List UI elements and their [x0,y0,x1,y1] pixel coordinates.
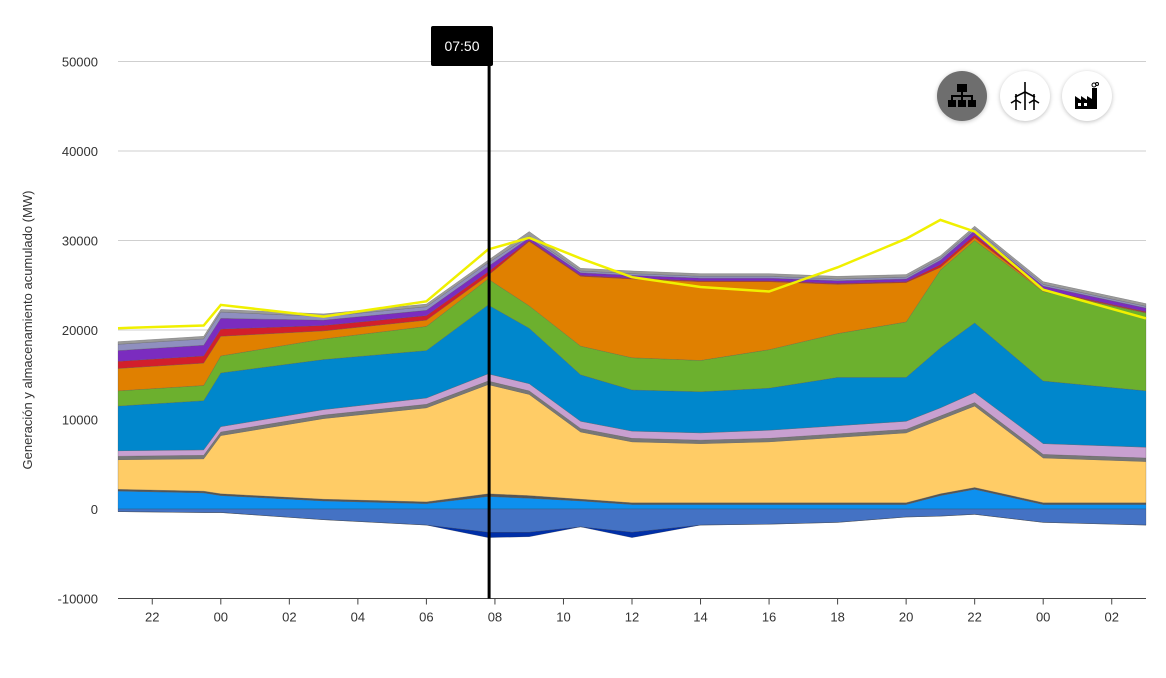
x-tick-label: 22 [145,610,159,625]
x-tick-label: 16 [762,610,776,625]
demand-line [117,218,1147,330]
y-tick-label: -10000 [58,592,98,607]
wind-turbine-icon [1010,82,1040,110]
x-tick-label: 00 [1036,610,1050,625]
x-tick-label: 18 [830,610,844,625]
factory-icon [1075,82,1099,109]
x-tick-label: 04 [351,610,365,625]
y-tick-label: 10000 [62,413,98,428]
time-tooltip: 07:50 [431,26,493,66]
y-axis-label: Generación y almacenamiento acumulado (M… [20,191,35,470]
x-tick-label: 14 [693,610,707,625]
negative-area-series [117,511,1147,538]
y-axis-ticks: -10000 0 10000 20000 30000 40000 50000 [58,55,98,607]
x-tick-label: 12 [625,610,639,625]
y-tick-label: 50000 [62,55,98,70]
renewable-view-button[interactable] [1000,71,1050,121]
negative-area-series [117,508,1147,533]
network-structure-icon [948,84,976,107]
x-tick-label: 02 [1104,610,1118,625]
y-tick-label: 30000 [62,234,98,249]
x-tick-label: 22 [967,610,981,625]
x-tick-label: 00 [214,610,228,625]
y-tick-label: 40000 [62,144,98,159]
x-axis: 22 00 02 04 06 08 10 12 14 16 18 20 22 00 02 [118,598,1146,625]
demand-line-group [117,218,1147,330]
x-tick-label: 06 [419,610,433,625]
x-tick-label: 02 [282,610,296,625]
y-tick-label: 0 [91,502,98,517]
non-renewable-view-button[interactable] [1062,71,1112,121]
y-tick-label: 20000 [62,323,98,338]
x-tick-label: 10 [556,610,570,625]
structure-view-button[interactable] [937,71,987,121]
x-tick-label: 20 [899,610,913,625]
stacked-areas [117,225,1147,538]
x-tick-label: 08 [488,610,502,625]
